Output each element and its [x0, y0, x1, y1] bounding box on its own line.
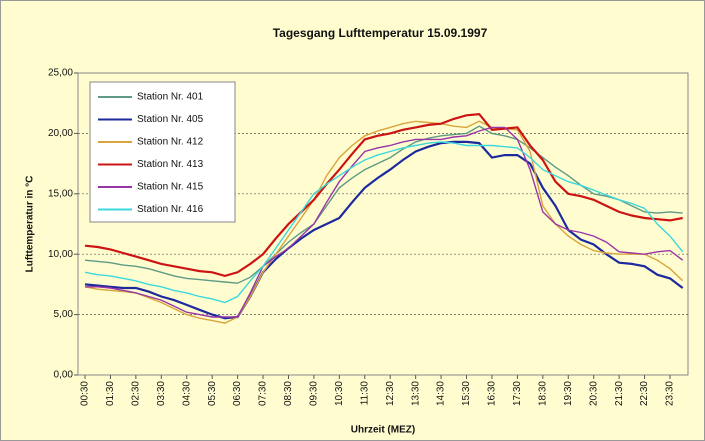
x-tick-label: 01:30: [105, 381, 116, 406]
x-tick-label: 15:30: [461, 381, 472, 406]
x-tick-label: 05:30: [207, 381, 218, 406]
series-line: [84, 120, 684, 324]
legend-label: Station Nr. 415: [137, 182, 204, 193]
x-tick-label: 10:30: [334, 381, 345, 406]
legend-label: Station Nr. 405: [137, 114, 204, 125]
x-tick-label: 03:30: [156, 381, 167, 406]
legend-label: Station Nr. 413: [137, 159, 204, 170]
x-tick-label: 23:30: [665, 381, 676, 406]
x-tick-label: 18:30: [537, 381, 548, 406]
x-tick-label: 11:30: [359, 381, 370, 406]
x-tick-label: 14:30: [436, 381, 447, 406]
x-tick-label: 02:30: [131, 381, 142, 406]
series-line: [84, 141, 684, 304]
y-axis-title: Lufttemperatur in °C: [25, 176, 36, 273]
x-tick-label: 13:30: [410, 381, 421, 406]
x-tick-label: 19:30: [563, 381, 574, 406]
x-tick-label: 16:30: [487, 381, 498, 406]
x-tick-label: 00:30: [80, 381, 91, 406]
y-tick-label: 15,00: [48, 188, 73, 199]
series-line: [84, 140, 684, 320]
x-tick-label: 21:30: [614, 381, 625, 406]
y-tick-label: 20,00: [48, 128, 73, 139]
x-tick-label: 08:30: [283, 381, 294, 406]
y-tick-label: 5,00: [54, 309, 74, 320]
series-line: [85, 126, 684, 318]
x-tick-label: 17:30: [512, 381, 523, 406]
x-tick-label: 07:30: [258, 381, 269, 406]
legend-label: Station Nr. 416: [137, 204, 204, 215]
legend-label: Station Nr. 412: [137, 137, 204, 148]
x-tick-label: 20:30: [588, 381, 599, 406]
legend-box: [89, 81, 236, 223]
x-tick-label: 22:30: [639, 381, 650, 406]
x-tick-label: 09:30: [309, 381, 320, 406]
x-tick-label: 06:30: [232, 381, 243, 406]
chart-title: Tagesgang Lufttemperatur 15.09.1997: [273, 26, 488, 40]
x-tick-label: 12:30: [385, 381, 396, 406]
legend-label: Station Nr. 401: [137, 92, 204, 103]
y-tick-label: 0,00: [54, 370, 74, 381]
x-axis-title: Uhrzeit (MEZ): [351, 425, 415, 436]
y-tick-label: 25,00: [48, 68, 73, 79]
x-tick-label: 04:30: [181, 381, 192, 406]
series-line: [84, 112, 683, 278]
lines: [84, 112, 684, 324]
y-tick-label: 10,00: [48, 249, 73, 260]
